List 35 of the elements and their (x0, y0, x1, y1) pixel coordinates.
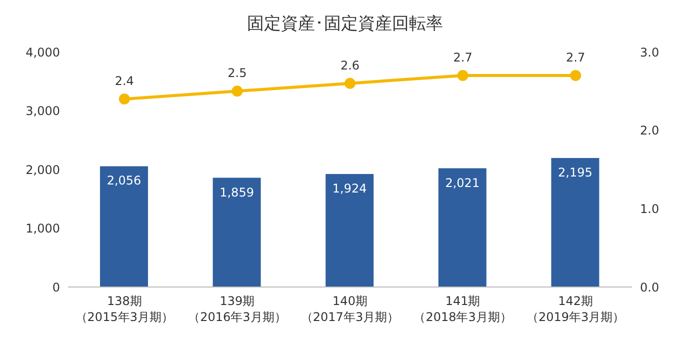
y-tick-label: 1,000 (26, 222, 60, 236)
data-label: 1,859 (220, 185, 254, 200)
data-label: 2,056 (106, 174, 142, 188)
bar (326, 174, 374, 287)
x-tick-label: 141期（2018年3月期） (414, 294, 512, 324)
y-tick-label: 2,000 (26, 162, 60, 177)
bar (438, 168, 486, 287)
x-tick-label: 140期（2017年3月期） (300, 294, 400, 324)
point (232, 86, 243, 97)
data-label: 2.6 (340, 58, 360, 72)
chart-title: 固定資産･固定資産回転率 (246, 13, 444, 36)
data-label: 2.7 (566, 50, 586, 64)
point (457, 70, 468, 81)
bar (212, 178, 261, 287)
y2-tick-label: 0.0 (640, 280, 660, 294)
x-tick-label: 139期（2016年3月期） (188, 294, 286, 324)
bar (100, 166, 148, 287)
y2-tick-label: 2.0 (640, 124, 660, 138)
point (118, 94, 130, 104)
bar (551, 158, 600, 287)
x-tick-label: 138期（2015年3月期） (75, 294, 174, 324)
y2-tick-label: 3.0 (640, 45, 660, 60)
data-label: 2.4 (114, 74, 134, 88)
data-label: 1,924 (332, 181, 367, 196)
y-tick-label: 3,000 (26, 104, 60, 118)
data-label: 2,021 (445, 176, 480, 190)
point (570, 70, 582, 81)
x-tick-label: 142期（2019年3月期） (526, 294, 625, 324)
point (344, 78, 356, 89)
y2-tick-label: 1.0 (640, 202, 660, 216)
data-label: 2.5 (228, 66, 247, 80)
y-tick-label: 4,000 (26, 45, 60, 60)
data-label: 2.7 (453, 50, 472, 64)
y-tick-label: 0 (52, 280, 60, 294)
data-label: 2,195 (558, 166, 592, 180)
